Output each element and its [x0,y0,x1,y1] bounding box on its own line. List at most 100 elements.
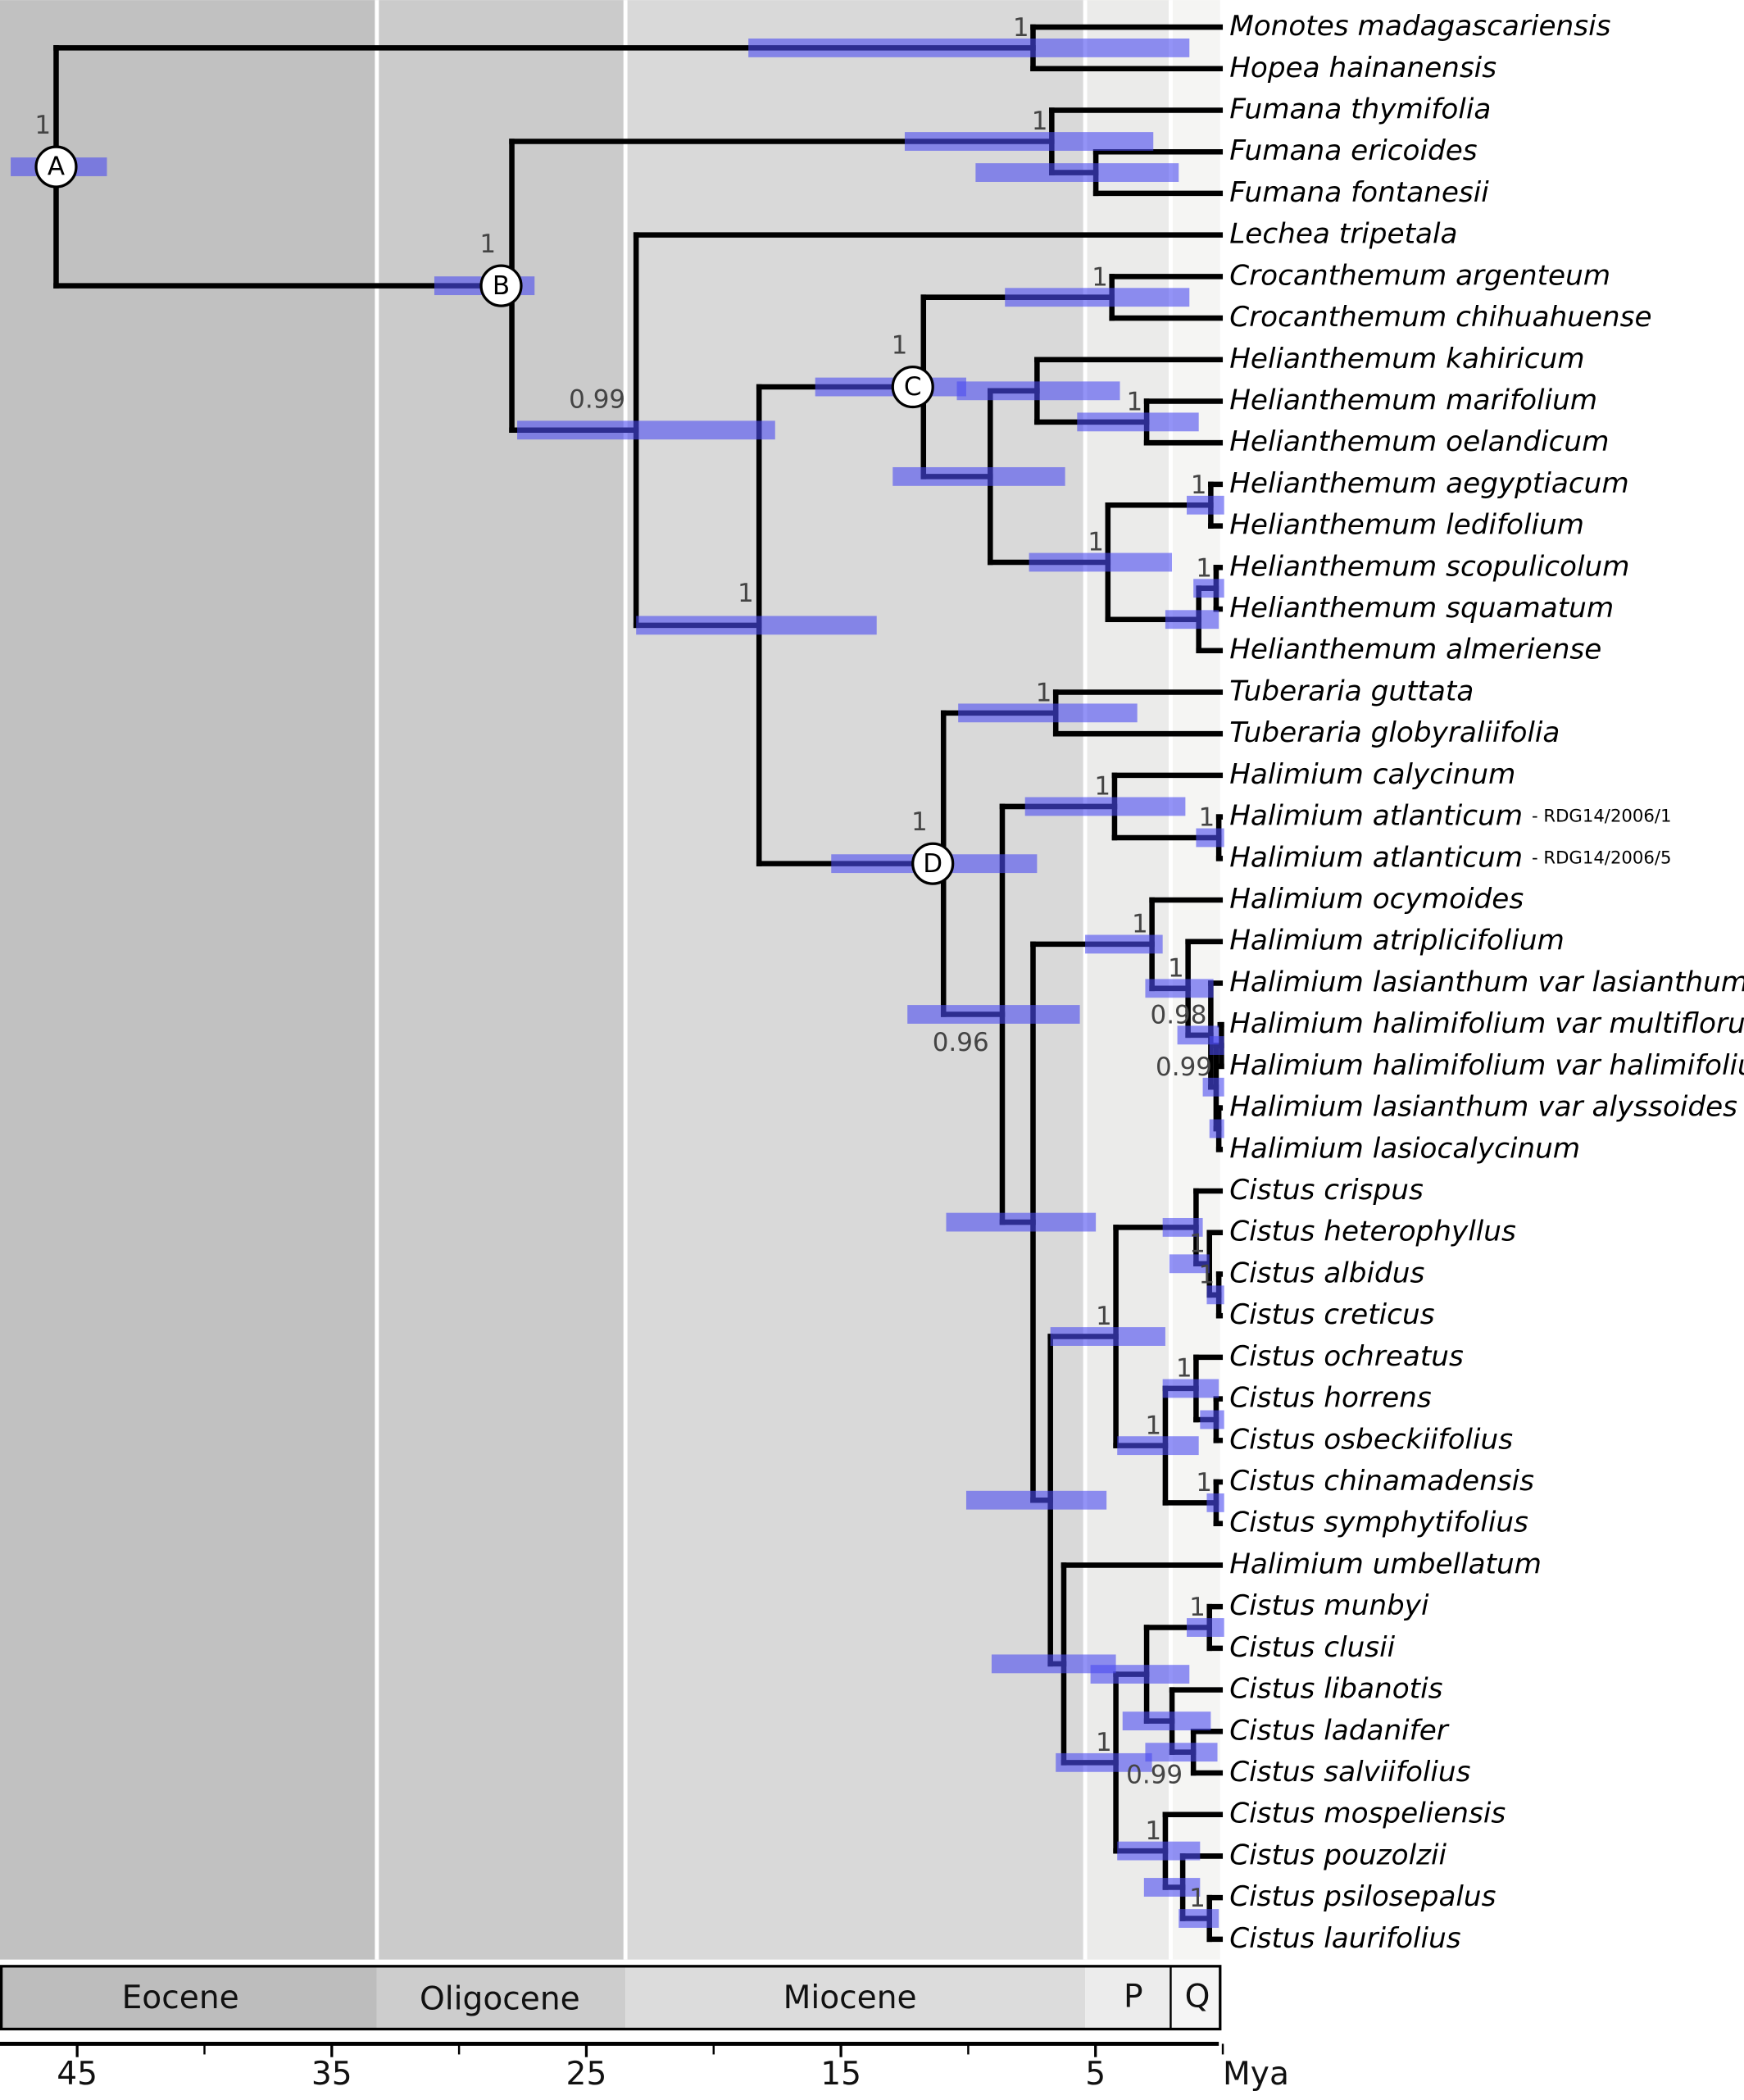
taxon-label: Fumana fontanesii [1229,175,1489,208]
taxon-name: Halimium lasiocalycinum [1229,1132,1580,1165]
support-value: 1 [34,111,51,140]
taxon-name: Fumana fontanesii [1229,175,1489,208]
hpd-bar [1209,1036,1224,1055]
support-value: 1 [1191,470,1207,500]
hpd-bar [958,703,1138,723]
support-value: 0.99 [1156,1052,1212,1082]
epoch-label: P [1124,1978,1143,2015]
support-value: 1 [1199,803,1215,833]
taxon-label: Cistus libanotis [1229,1672,1442,1705]
hpd-bar [904,132,1154,151]
taxon-name: Fumana thymifolia [1229,93,1491,125]
taxon-name: Cistus albidus [1229,1257,1424,1289]
support-value: 1 [1092,262,1108,292]
epoch-label: Oligocene [420,1981,580,2018]
node-circle [911,842,955,885]
eocene-cell [1,1966,377,2030]
axis-tick-label: 35 [311,2056,352,2093]
taxon-label: Crocanthemum chihuahuense [1229,301,1651,334]
node-circle [34,145,78,189]
taxon-label: Helianthemum squamatum [1229,592,1614,625]
taxon-label: Helianthemum kahiricum [1229,342,1584,375]
support-value: 1 [1036,679,1052,708]
axis-tick-label: 5 [1085,2056,1106,2093]
taxon-label: Halimium ocymoides [1229,883,1524,916]
taxon-name: Cistus mospeliensis [1229,1797,1506,1830]
taxon-name: Cistus clusii [1229,1630,1395,1663]
taxon-name: Cistus chinamadensis [1229,1465,1534,1498]
taxon-name: Cistus munbyi [1229,1589,1429,1622]
taxon-label: Cistus mospeliensis [1229,1797,1506,1830]
support-value: 1 [1126,388,1142,417]
taxon-name: Halimium umbellatum [1229,1548,1542,1580]
hpd-bar [1090,1665,1190,1684]
support-value: 1 [1196,1468,1212,1498]
taxon-label: Halimium lasianthum var lasianthum [1229,966,1744,998]
hpd-bar [1209,1119,1224,1139]
hpd-bar [1122,1711,1211,1731]
hpd-bar [1206,1493,1224,1512]
support-value: 0.99 [569,384,625,414]
support-value: 1 [1145,1411,1161,1440]
support-value: 1 [738,579,754,608]
eocene-band [0,0,377,1960]
taxon-name: Cistus symphytifolius [1229,1506,1528,1539]
miocene-cell [625,1966,1086,2030]
hpd-bar [1056,1752,1152,1772]
hpd-bar [517,420,775,440]
taxon-label: Cistus crispus [1229,1174,1424,1207]
support-value: 0.98 [1151,1001,1207,1030]
taxon-name: Monotes madagascariensis [1229,10,1610,43]
support-value: 1 [1176,1354,1192,1384]
taxon-label: Hopea hainanensis [1229,51,1496,84]
taxon-label: Fumana thymifolia [1229,93,1491,125]
taxon-label: Halimium halimifolium var multiflorum [1229,1007,1744,1040]
taxon-name: Cistus laurifolius [1229,1921,1461,1954]
taxon-name: Halimium atriplicifolium [1229,924,1565,957]
taxon-label: Monotes madagascariensis [1229,10,1610,43]
hpd-bar [1162,1217,1203,1237]
hpd-bar [1024,797,1186,816]
taxon-label: Cistus symphytifolius [1229,1506,1528,1539]
support-value: 0.99 [1126,1761,1183,1790]
miocene-band [625,0,1086,1960]
support-value: 1 [1096,1302,1112,1331]
pliocene-cell [1085,1966,1171,2030]
hpd-bar [965,1490,1107,1510]
taxon-label: Cistus clusii [1229,1630,1395,1663]
taxon-label: Cistus ladanifer [1229,1714,1450,1747]
taxon-label: Helianthemum marifolium [1229,384,1597,416]
taxon-label: Halimium lasianthum var alyssoides [1229,1090,1737,1123]
support-value: 1 [1189,1884,1206,1913]
taxon-name: Helianthemum squamatum [1229,592,1614,625]
support-value: 1 [1094,772,1110,802]
taxon-label: Cistus osbeckiifolius [1229,1423,1513,1456]
hpd-bar [991,1654,1116,1674]
taxon-name: Helianthemum aegyptiacum [1229,466,1629,499]
taxon-label: Cistus creticus [1229,1298,1435,1331]
taxon-label: Crocanthemum argenteum [1229,259,1610,292]
hpd-bar [946,1212,1097,1232]
taxon-label: Halimium lasiocalycinum [1229,1132,1580,1165]
support-value: 1 [479,230,496,259]
taxon-name: Helianthemum ledifolium [1229,508,1584,541]
taxon-name: Halimium atlanticum [1229,799,1523,832]
node-letter: C [904,372,922,402]
taxon-name: Cistus ladanifer [1229,1714,1450,1747]
support-value: 0.96 [933,1028,989,1057]
hpd-bar [1162,1379,1219,1398]
taxon-name: Cistus creticus [1229,1298,1435,1331]
epoch-label: Eocene [122,1980,239,2016]
taxon-name: Fumana ericoides [1229,134,1478,167]
taxon-name: Tuberaria guttata [1229,675,1474,707]
hpd-bar [1117,1841,1201,1861]
oligocene-cell [376,1966,626,2030]
hpd-bar [1187,1618,1224,1637]
support-value: 1 [1189,1593,1206,1622]
taxon-name: Lechea tripetala [1229,217,1457,250]
taxon-name: Halimium calycinum [1229,757,1515,790]
support-value: 1 [1088,528,1104,557]
hpd-bar [1050,1327,1165,1346]
